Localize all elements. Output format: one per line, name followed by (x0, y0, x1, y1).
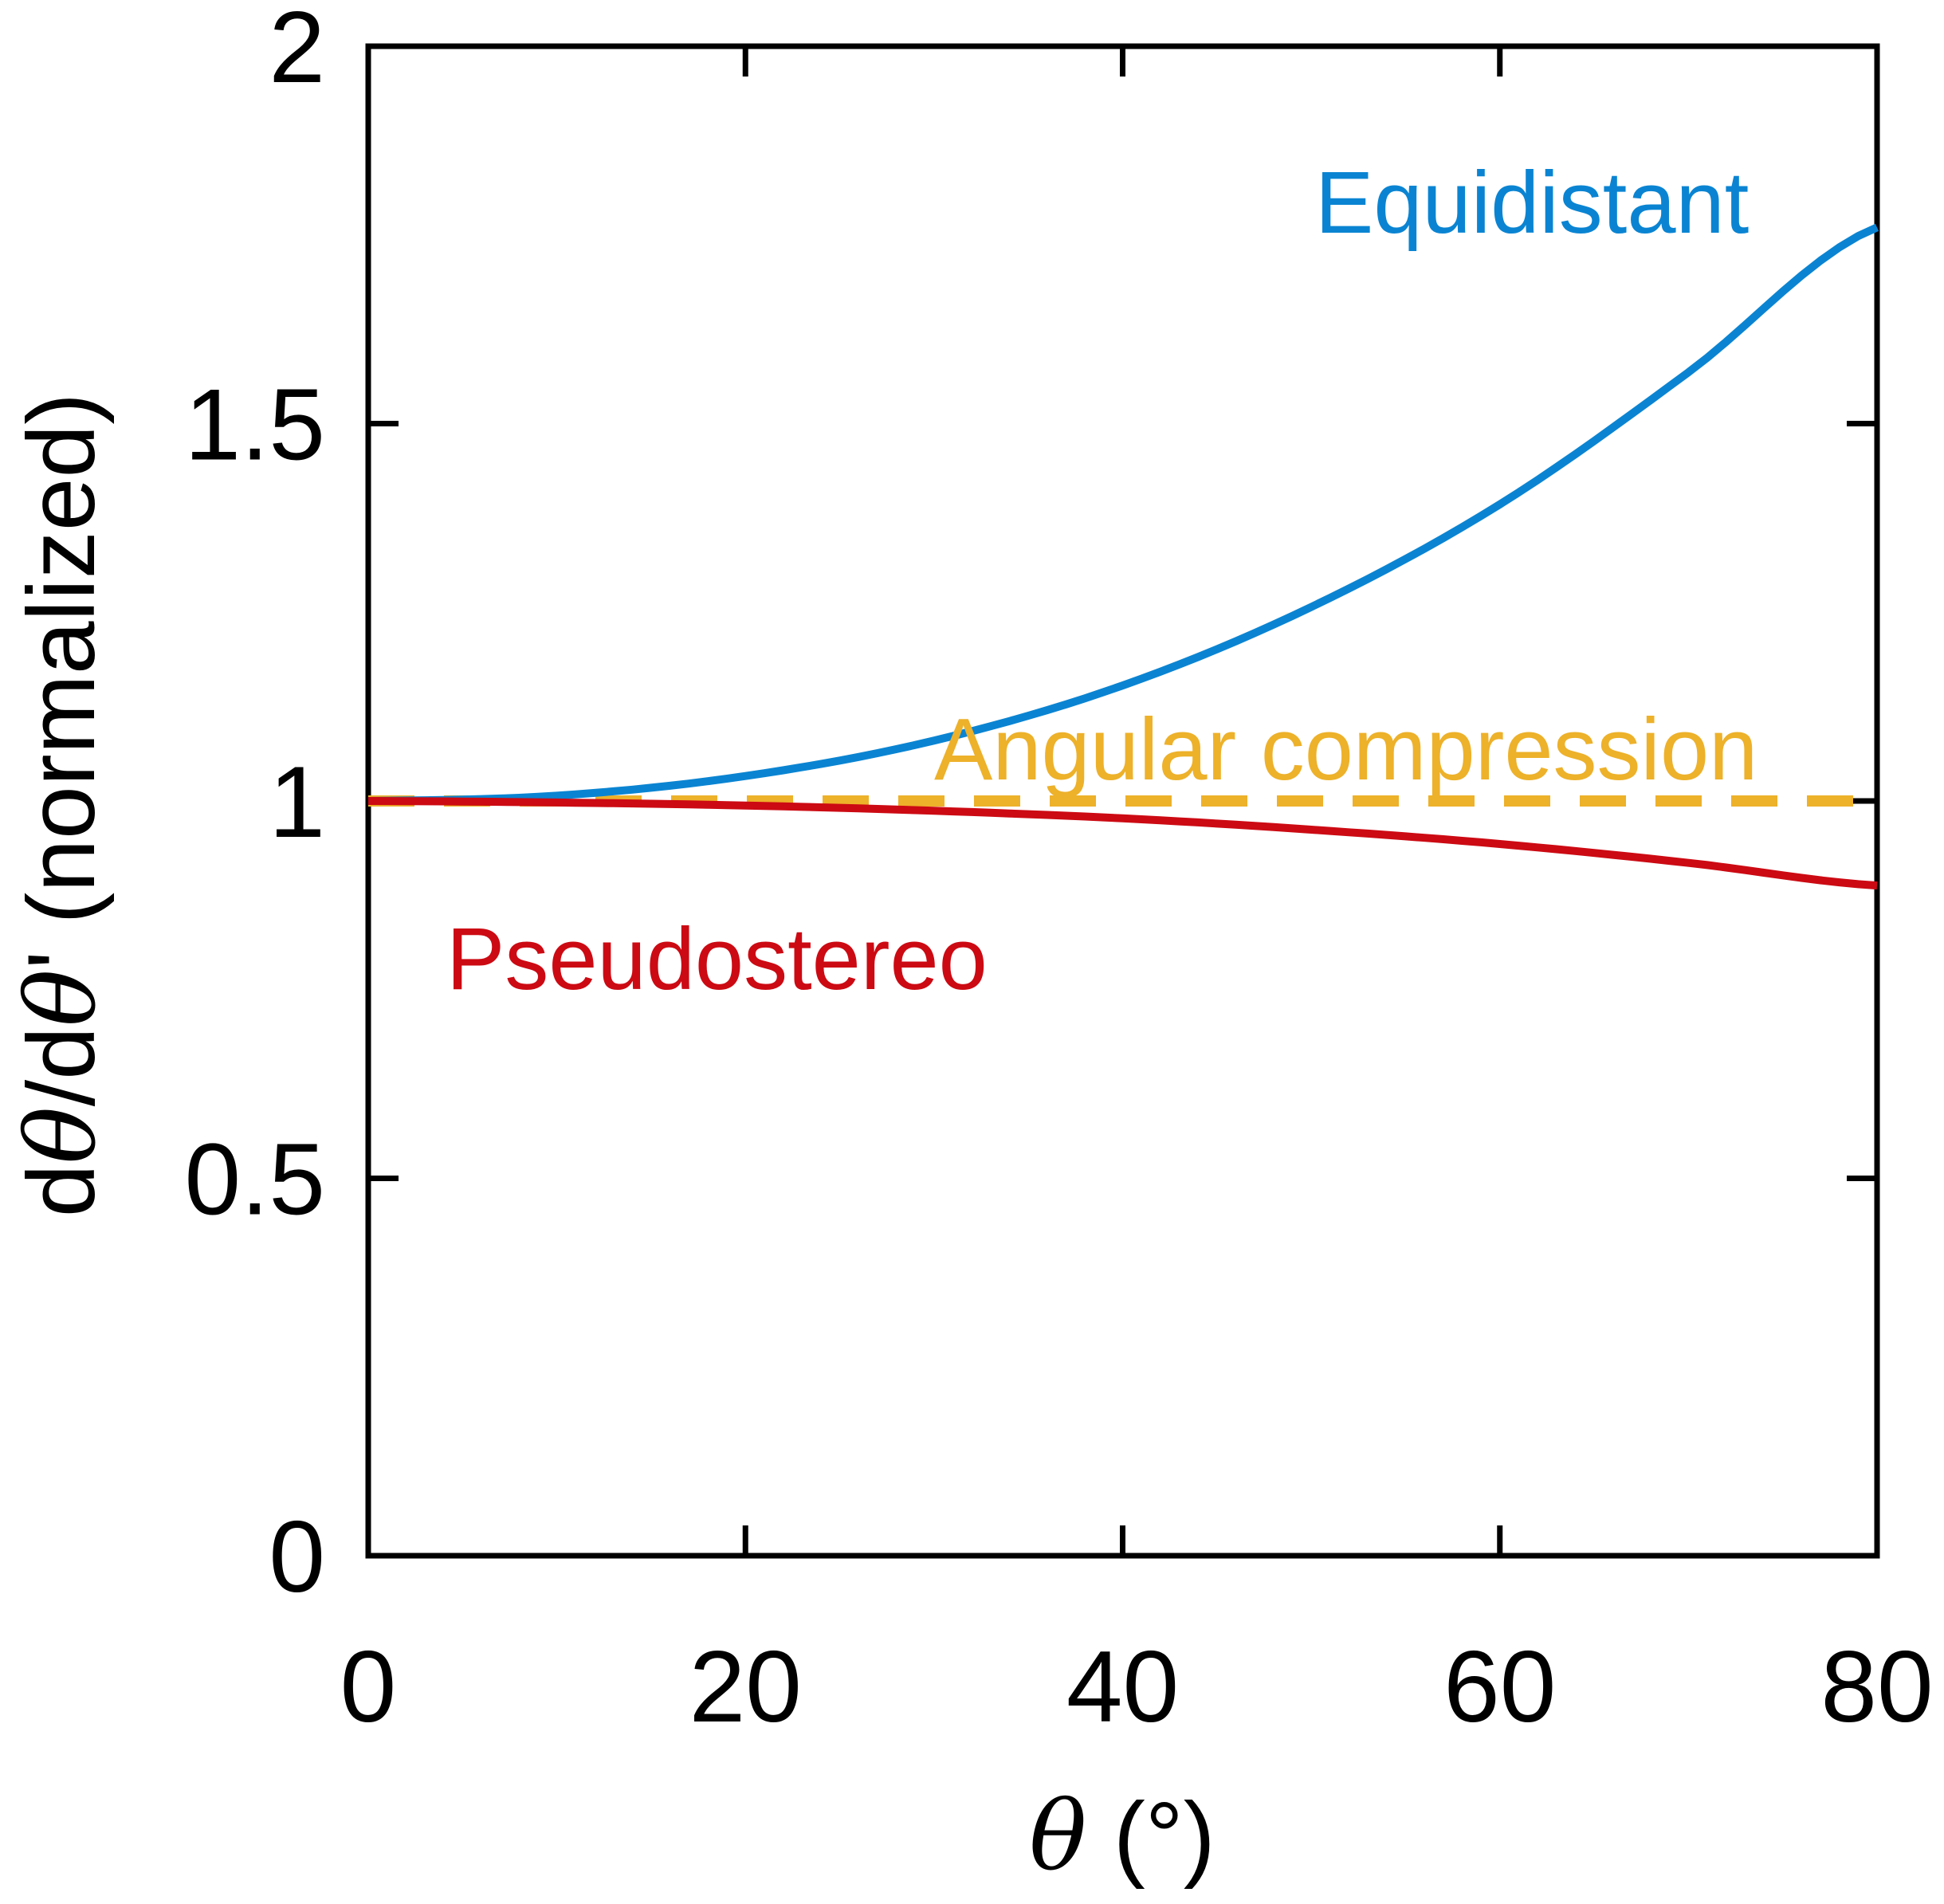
y-axis-title-tail: ' (normalized) (8, 393, 115, 969)
y-tick-label-2: 2 (269, 0, 325, 104)
x-tick-label-60: 60 (1443, 1630, 1556, 1743)
x-tick-label-20: 20 (689, 1630, 802, 1743)
series-pseudostereo (367, 797, 1878, 890)
series-equidistant (367, 223, 1879, 805)
y-axis-title: dθ/dθ' (normalized) (6, 393, 117, 1217)
y-tick-labels: 0 0.5 1 1.5 2 (184, 0, 325, 1613)
y-tick-label-0: 0 (269, 1500, 325, 1613)
y-tick-label-1: 1 (269, 745, 325, 858)
y-axis-title-theta1: θ (6, 1106, 117, 1164)
label-angular-compression: Angular compression (934, 701, 1757, 799)
x-axis-title: θ (°) (1029, 1781, 1215, 1892)
x-tick-label-80: 80 (1820, 1630, 1933, 1743)
y-axis-title-d1: d (8, 1164, 115, 1217)
y-tick-label-1.5: 1.5 (184, 368, 325, 481)
x-tick-label-0: 0 (340, 1630, 397, 1743)
y-axis-title-mid: /d (8, 1027, 115, 1106)
y-axis-title-theta2: θ (6, 969, 117, 1027)
x-axis-title-symbol: θ (1029, 1781, 1086, 1892)
label-pseudostereo: Pseudostereo (446, 910, 988, 1008)
x-tick-label-40: 40 (1066, 1630, 1179, 1743)
series-lines (367, 223, 1879, 890)
x-tick-labels: 0 20 40 60 80 (340, 1630, 1934, 1743)
y-tick-label-0.5: 0.5 (184, 1123, 325, 1236)
label-equidistant: Equidistant (1315, 154, 1749, 252)
x-axis-title-unit: (°) (1087, 1783, 1215, 1890)
